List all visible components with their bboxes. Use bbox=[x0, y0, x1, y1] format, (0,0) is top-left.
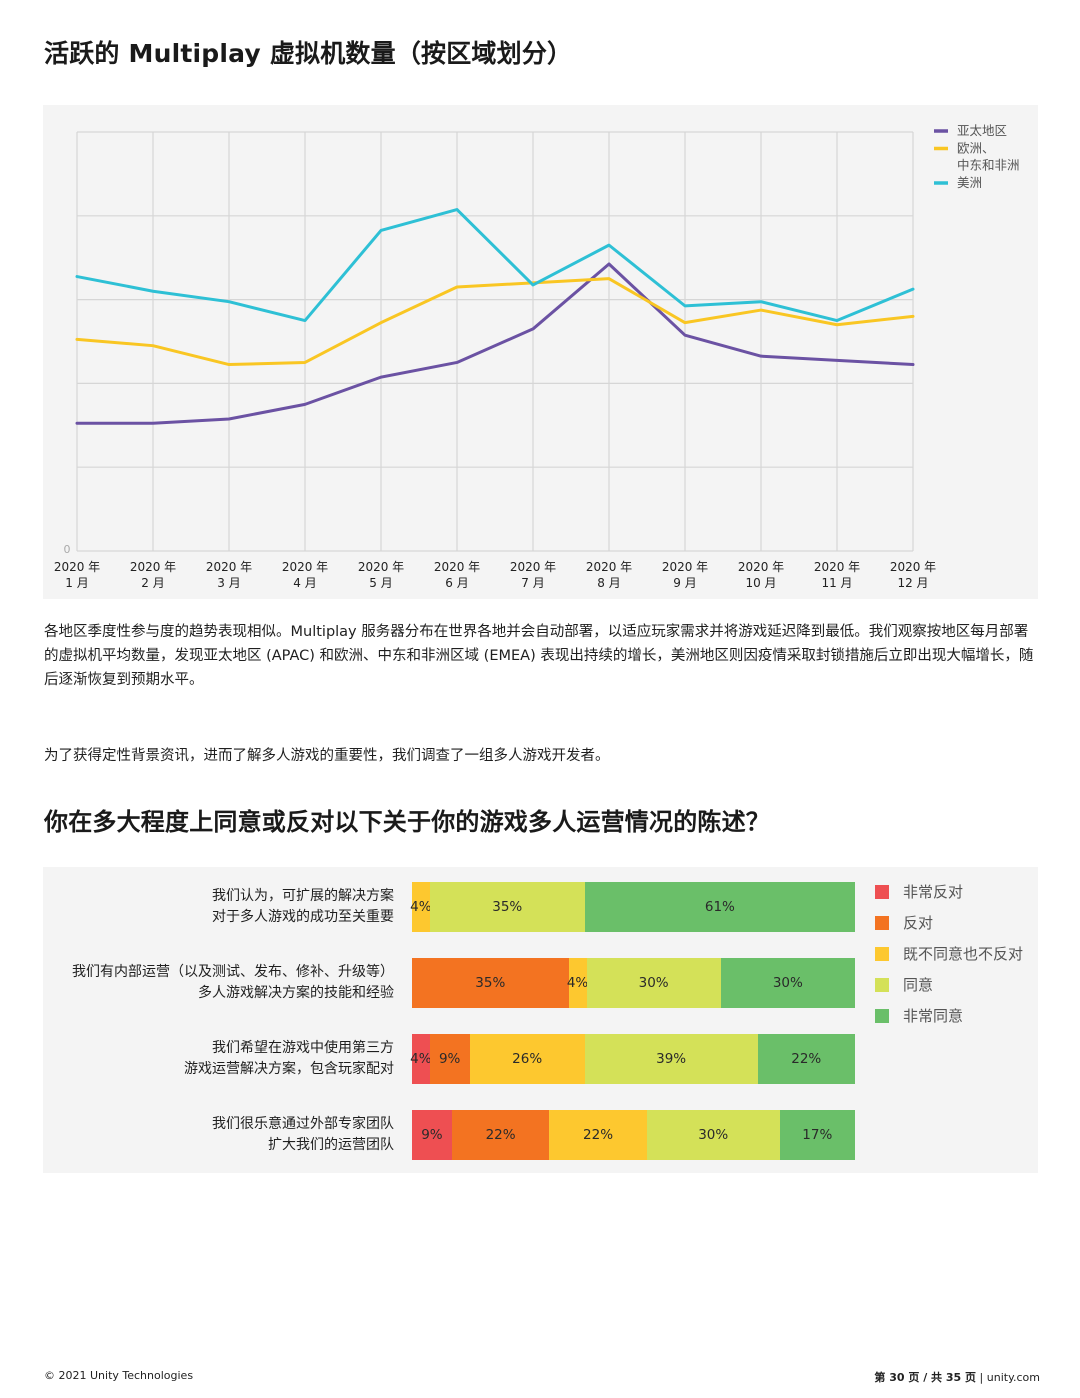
stacked-bar: 4% 9% 26% 39% 22% bbox=[410, 1034, 855, 1084]
stacked-bar: 35% 4% 30% 30% bbox=[412, 958, 855, 1008]
x-tick-label: 2020 年 12 月 bbox=[890, 560, 936, 590]
x-tick-label: 2020 年 10 月 bbox=[738, 560, 784, 590]
bar-segment: 26% bbox=[469, 1034, 585, 1084]
row-label-line: 多人游戏解决方案的技能和经验 bbox=[198, 985, 394, 1001]
bar-segment: 4% bbox=[410, 1034, 432, 1084]
bar-segment: 30% bbox=[720, 958, 855, 1008]
x-tick-label: 2020 年 11 月 bbox=[814, 560, 860, 590]
legend-label: 中东和非洲 bbox=[957, 158, 1020, 173]
bar-segment: 30% bbox=[646, 1110, 780, 1160]
page-number: 第 30 页 / 共 35 页 bbox=[874, 1371, 977, 1384]
bar-segment: 35% bbox=[412, 958, 569, 1008]
row-label-line: 我们有内部运营（以及测试、发布、修补、升级等） bbox=[72, 964, 394, 980]
legend-label: 既不同意也不反对 bbox=[903, 945, 1024, 963]
bar-segment: 22% bbox=[757, 1034, 855, 1084]
row-label-line: 我们希望在游戏中使用第三方 bbox=[212, 1040, 394, 1056]
body-paragraph-2: 为了获得定性背景资讯，进而了解多人游戏的重要性，我们调查了一组多人游戏开发者。 bbox=[44, 748, 610, 764]
legend-label: 亚太地区 bbox=[957, 123, 1007, 138]
bar-segment: 4% bbox=[567, 958, 588, 1008]
y-axis-zero-label: 0 bbox=[64, 543, 71, 556]
row-label: 我们希望在游戏中使用第三方游戏运营解决方案，包含玩家配对 bbox=[4, 1038, 394, 1080]
bar-segment: 30% bbox=[586, 958, 721, 1008]
legend-swatch bbox=[875, 884, 889, 899]
legend-item: 同意 bbox=[875, 974, 933, 995]
row-label-line: 我们很乐意通过外部专家团队 bbox=[212, 1116, 394, 1132]
stacked-bar-chart-panel: 我们认为，可扩展的解决方案 对于多人游戏的成功至关重要 4% 35% 61% 我们有内部运… bbox=[43, 867, 1038, 1173]
legend-item: 反对 bbox=[875, 912, 933, 933]
bar-chart-title: 你在多大程度上同意或反对以下关于你的游戏多人运营情况的陈述？ bbox=[44, 808, 770, 836]
series-line bbox=[75, 208, 915, 323]
line-chart-title: 活跃的 Multiplay 虚拟机数量（按区域划分） bbox=[44, 39, 573, 68]
footer-page-info: 第 30 页 / 共 35 页 | unity.com bbox=[874, 1369, 1040, 1385]
footer-separator: | bbox=[979, 1371, 984, 1384]
row-label: 我们认为，可扩展的解决方案 对于多人游戏的成功至关重要 bbox=[4, 886, 394, 928]
bar-segment: 22% bbox=[451, 1110, 550, 1160]
row-label: 我们很乐意通过外部专家团队扩大我们的运营团队 bbox=[4, 1114, 394, 1156]
legend-item: 非常同意 bbox=[875, 1005, 963, 1026]
row-label: 我们有内部运营（以及测试、发布、修补、升级等） 多人游戏解决方案的技能和经验 bbox=[4, 962, 394, 1004]
bar-segment: 61% bbox=[584, 882, 855, 932]
legend-label: 非常反对 bbox=[903, 883, 964, 901]
legend-label: 反对 bbox=[903, 914, 934, 932]
bar-segment: 4% bbox=[410, 882, 432, 932]
series-line bbox=[75, 262, 915, 425]
row-label-line: 扩大我们的运营团队 bbox=[268, 1137, 394, 1153]
row-label-line: 我们认为，可扩展的解决方案 bbox=[212, 888, 394, 904]
legend-swatch bbox=[875, 1008, 889, 1023]
bar-segment: 9% bbox=[412, 1110, 452, 1160]
bar-segment: 9% bbox=[429, 1034, 470, 1084]
legend-item: 既不同意也不反对 bbox=[875, 943, 1023, 964]
stacked-bar: 9% 22% 22% 30% 17% bbox=[412, 1110, 855, 1160]
footer-site-link[interactable]: unity.com bbox=[986, 1371, 1040, 1384]
legend-swatch bbox=[875, 946, 889, 961]
bar-segment: 35% bbox=[429, 882, 585, 932]
row-label-line: 对于多人游戏的成功至关重要 bbox=[212, 909, 394, 925]
footer-copyright: © 2021 Unity Technologies bbox=[44, 1369, 194, 1382]
series-line bbox=[75, 277, 915, 367]
legend-swatch bbox=[875, 977, 889, 992]
bar-segment: 17% bbox=[779, 1110, 855, 1160]
stacked-bar: 4% 35% 61% bbox=[410, 882, 855, 932]
body-paragraph-1: 各地区季度性参与度的趋势表现相似。Multiplay 服务器分布在世界各地并会自… bbox=[44, 624, 1034, 688]
legend-label: 欧洲、 bbox=[957, 141, 995, 156]
legend-label: 非常同意 bbox=[903, 1007, 964, 1025]
legend-swatch bbox=[875, 915, 889, 930]
row-label-line: 游戏运营解决方案，包含玩家配对 bbox=[184, 1061, 394, 1077]
legend-item: 非常反对 bbox=[875, 881, 963, 902]
bar-segment: 22% bbox=[549, 1110, 647, 1160]
bar-segment: 39% bbox=[584, 1034, 758, 1084]
legend-label: 同意 bbox=[903, 976, 934, 994]
legend-label: 美洲 bbox=[957, 175, 982, 190]
